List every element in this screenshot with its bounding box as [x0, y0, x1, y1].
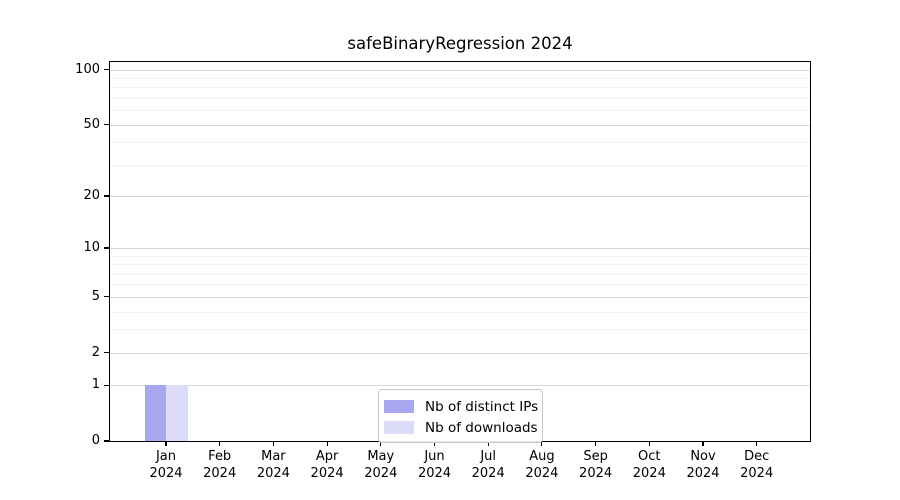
legend-swatch-downloads: [384, 421, 414, 434]
y-tick-mark: [104, 69, 109, 71]
gridline-major: [110, 69, 810, 71]
chart-title: safeBinaryRegression 2024: [347, 34, 573, 53]
y-tick-mark: [104, 384, 109, 386]
x-tick-mark: [648, 441, 650, 446]
gridline-major: [110, 385, 810, 387]
y-tick-mark: [104, 247, 109, 249]
y-tick-mark: [104, 296, 109, 298]
legend-label-distinct-ips: Nb of distinct IPs: [425, 398, 539, 415]
gridline-minor: [110, 78, 810, 79]
y-tick-label: 20: [83, 188, 100, 203]
y-tick-label: 50: [83, 116, 100, 132]
x-tick-label: May 2024: [364, 449, 398, 481]
y-tick-mark: [104, 352, 109, 354]
gridline-minor: [110, 98, 810, 99]
x-tick-mark: [219, 441, 221, 446]
x-tick-mark: [487, 441, 489, 446]
x-tick-mark: [541, 441, 543, 446]
gridline-major: [110, 196, 810, 197]
x-tick-label: Oct 2024: [632, 449, 666, 481]
y-tick-label: 10: [83, 240, 100, 255]
y-tick-label: 100: [75, 61, 100, 77]
x-tick-label: Mar 2024: [256, 449, 290, 481]
x-tick-mark: [756, 441, 758, 446]
x-tick-mark: [326, 441, 328, 446]
x-tick-mark: [272, 441, 274, 446]
gridline-major: [110, 296, 810, 298]
x-tick-label: Sep 2024: [579, 449, 613, 481]
legend-item-downloads: Nb of downloads: [384, 418, 538, 437]
legend: Nb of distinct IPs Nb of downloads: [378, 389, 543, 443]
gridline-minor: [110, 311, 810, 313]
x-tick-label: Nov 2024: [686, 449, 720, 481]
x-tick-mark: [165, 441, 167, 446]
y-tick-label: 2: [91, 344, 100, 360]
y-tick-label: 0: [91, 433, 100, 448]
y-tick-label: 1: [91, 377, 100, 393]
x-tick-label: Dec 2024: [740, 449, 774, 481]
gridline-minor: [110, 329, 810, 331]
gridline-major: [110, 124, 810, 126]
plot-area: [109, 61, 811, 442]
y-tick-mark: [104, 195, 109, 197]
gridline-minor: [110, 164, 810, 166]
gridline-minor: [110, 273, 810, 275]
gridline-minor: [110, 142, 810, 144]
x-tick-label: Feb 2024: [203, 449, 237, 481]
x-tick-mark: [595, 441, 597, 446]
gridline-minor: [110, 110, 810, 112]
x-tick-label: Apr 2024: [310, 449, 344, 481]
bar-downloads: [166, 385, 188, 441]
y-tick-mark: [104, 124, 109, 126]
gridline-major: [110, 248, 810, 249]
gridline-minor: [110, 87, 810, 89]
bar-distinct-ips: [144, 385, 166, 441]
x-tick-label: Jun 2024: [417, 449, 452, 481]
x-tick-mark: [702, 441, 704, 446]
legend-label-downloads: Nb of downloads: [425, 419, 538, 436]
x-tick-label: Jan 2024: [149, 449, 183, 481]
x-tick-mark: [433, 441, 436, 446]
gridline-minor: [110, 264, 810, 266]
gridline-major: [110, 352, 810, 354]
gridline-minor: [110, 284, 810, 286]
legend-swatch-distinct-ips: [384, 400, 414, 413]
x-tick-label: Jul 2024: [471, 449, 505, 481]
y-tick-label: 5: [91, 288, 100, 304]
gridline-minor: [110, 255, 810, 257]
x-tick-mark: [380, 441, 382, 446]
x-tick-label: Aug 2024: [525, 449, 559, 481]
legend-item-distinct-ips: Nb of distinct IPs: [384, 397, 539, 416]
y-tick-mark: [104, 440, 109, 442]
